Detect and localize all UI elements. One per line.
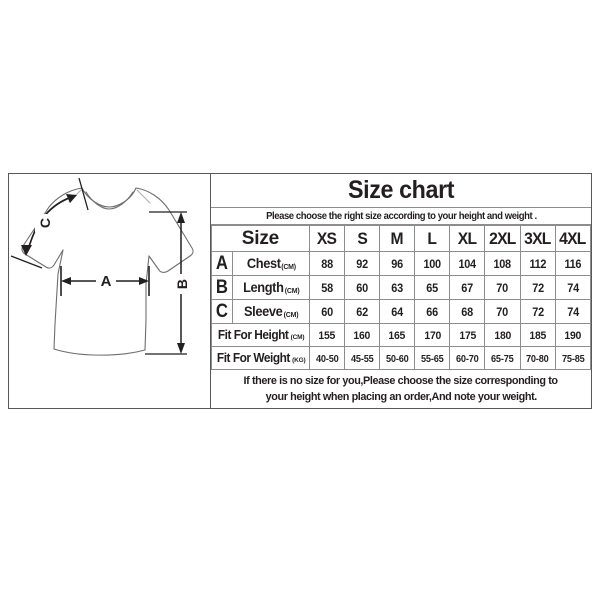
chest-measure-arrow (60, 266, 150, 296)
table-row: Fit For Height (CM) 155 160 165 170 175 1… (211, 323, 592, 348)
chart-note-line-2: your height when placing an order,And no… (265, 391, 537, 403)
chest-m: 96 (379, 251, 416, 277)
chest-3xl: 112 (519, 251, 556, 277)
sleeve-xs: 60 (308, 299, 345, 325)
length-l: 65 (414, 275, 451, 301)
header-size-label: Size (241, 227, 279, 249)
header-size-xl: XL (449, 224, 486, 253)
row-label-chest: Chest(CM) (231, 251, 310, 277)
chart-subtitle: Please choose the right size according t… (265, 210, 537, 222)
row-letter-c: C (211, 299, 233, 325)
row-label-fit-weight: Fit For Weight (KG) (211, 346, 310, 370)
length-2xl: 70 (484, 275, 521, 301)
weight-xs: 40-50 (308, 346, 345, 370)
sleeve-2xl: 70 (484, 299, 521, 325)
chart-note-line-1: If there is no size for you,Please choos… (243, 374, 559, 387)
length-label: B (174, 279, 190, 289)
length-3xl: 72 (519, 275, 556, 301)
weight-l: 55-65 (414, 346, 451, 370)
length-xl: 67 (449, 275, 486, 301)
chart-title-row: Size chart (211, 174, 591, 208)
chest-s: 92 (343, 251, 381, 277)
sleeve-4xl: 74 (554, 299, 592, 325)
height-xs: 155 (308, 323, 345, 348)
row-label-length: Length(CM) (231, 275, 310, 301)
length-m: 63 (379, 275, 416, 301)
chest-2xl: 108 (484, 251, 521, 277)
header-size-m: M (379, 224, 416, 253)
table-row: A Chest(CM) 88 92 96 100 104 108 112 116 (211, 251, 592, 277)
weight-3xl: 70-80 (519, 346, 556, 370)
height-l: 170 (414, 323, 451, 348)
chart-note: If there is no size for you,Please choos… (211, 370, 591, 408)
sleeve-m: 64 (379, 299, 416, 325)
unit-cm: (CM) (290, 334, 305, 342)
height-m: 165 (379, 323, 416, 348)
weight-2xl: 65-75 (484, 346, 521, 370)
header-size-xs: XS (308, 224, 345, 253)
row-letter-b: B (211, 275, 233, 301)
sleeve-measure-arrow (10, 177, 89, 269)
header-size-s: S (343, 224, 381, 253)
unit-cm: (CM) (284, 287, 300, 295)
header-size-label-cell: Size (211, 224, 310, 253)
tshirt-diagram: A B (10, 177, 194, 356)
chest-label: A (101, 273, 112, 290)
sleeve-xl: 68 (449, 299, 486, 325)
header-size-l: L (414, 224, 451, 253)
header-size-2xl: 2XL (484, 224, 521, 253)
height-s: 160 (343, 323, 381, 348)
length-4xl: 74 (554, 275, 592, 301)
sleeve-l: 66 (414, 299, 451, 325)
header-size-4xl: 4XL (554, 224, 592, 253)
unit-cm: (CM) (283, 311, 299, 319)
header-size-3xl: 3XL (519, 224, 556, 253)
size-chart-frame: A B (8, 173, 592, 409)
height-2xl: 180 (484, 323, 521, 348)
chest-xs: 88 (308, 251, 345, 277)
garment-diagram-panel: A B (9, 174, 211, 408)
table-row: B Length(CM) 58 60 63 65 67 70 72 74 (211, 275, 592, 301)
length-measure-arrow (145, 211, 190, 355)
table-header-row: Size XS S M L XL 2XL 3XL 4XL (211, 224, 592, 253)
sleeve-s: 62 (343, 299, 381, 325)
chest-xl: 104 (449, 251, 486, 277)
sleeve-3xl: 72 (519, 299, 556, 325)
weight-4xl: 75-85 (554, 346, 592, 370)
size-table-panel: Size chart Please choose the right size … (211, 174, 592, 408)
unit-cm: (CM) (281, 263, 296, 271)
row-letter-a: A (211, 251, 233, 277)
chart-subtitle-row: Please choose the right size according t… (211, 208, 591, 225)
chest-l: 100 (414, 251, 451, 277)
row-label-sleeve: Sleeve(CM) (231, 299, 310, 325)
size-table: Size XS S M L XL 2XL 3XL 4XL A Ch (211, 224, 592, 370)
weight-s: 45-55 (343, 346, 381, 370)
height-4xl: 190 (554, 323, 592, 348)
chart-title: Size chart (347, 176, 455, 204)
weight-m: 50-60 (379, 346, 416, 370)
length-xs: 58 (308, 275, 345, 301)
chest-4xl: 116 (554, 251, 592, 277)
height-3xl: 185 (519, 323, 556, 348)
table-row: C Sleeve(CM) 60 62 64 66 68 70 72 74 (211, 299, 592, 325)
unit-kg: (KG) (292, 357, 306, 365)
tshirt-outline (21, 187, 194, 356)
length-s: 60 (343, 275, 381, 301)
height-xl: 175 (449, 323, 486, 348)
sleeve-label: C (37, 218, 53, 228)
weight-xl: 60-70 (449, 346, 486, 370)
row-label-fit-height: Fit For Height (CM) (211, 323, 310, 348)
table-row: Fit For Weight (KG) 40-50 45-55 50-60 55-… (211, 346, 592, 370)
